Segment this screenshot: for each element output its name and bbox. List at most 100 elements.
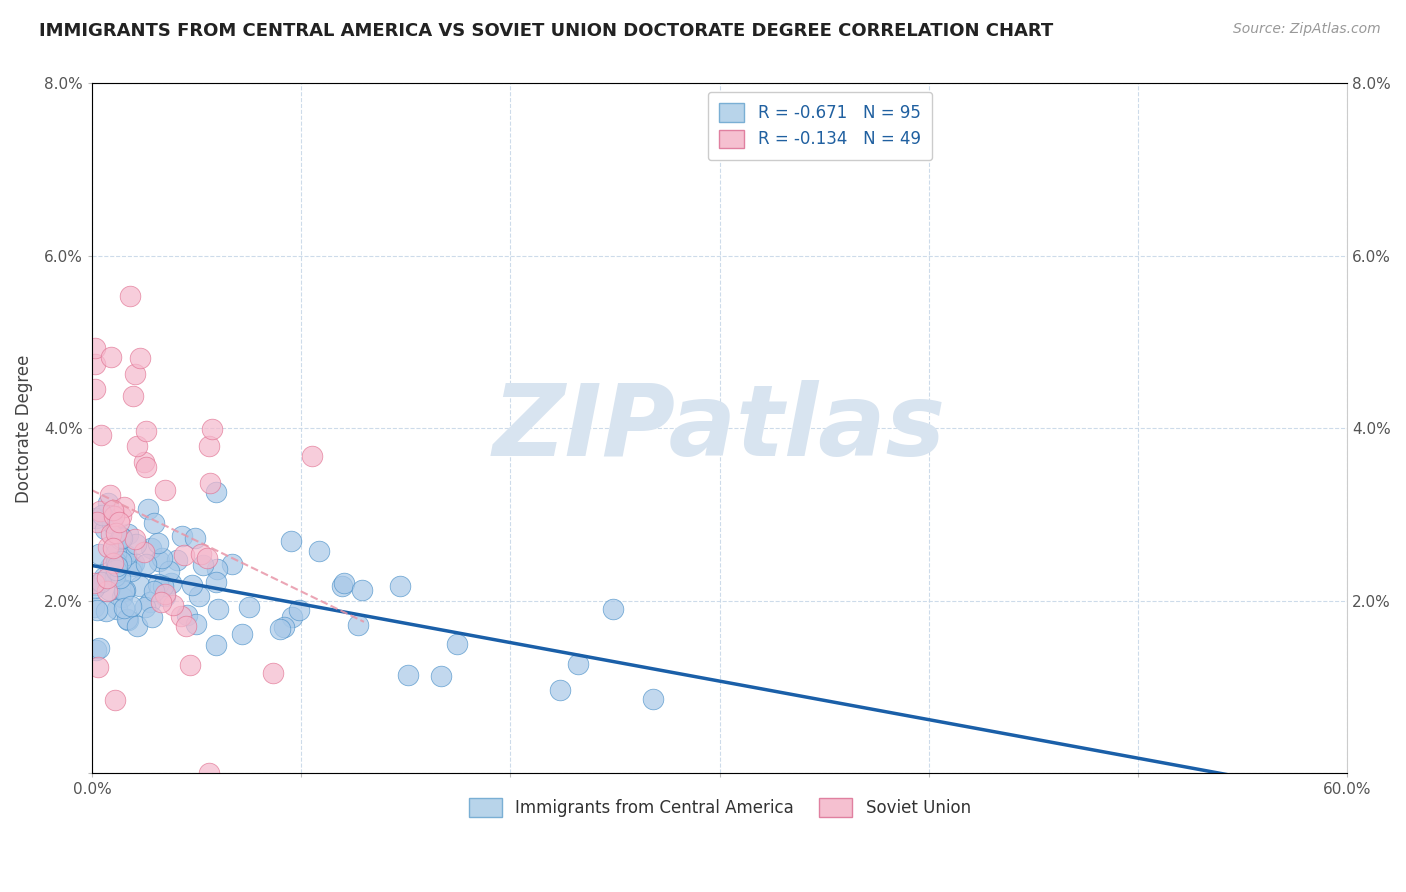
Point (333, 575, 356, 590)
Point (108, 532, 131, 546)
Text: IMMIGRANTS FROM CENTRAL AMERICA VS SOVIET UNION DOCTORATE DEGREE CORRELATION CHA: IMMIGRANTS FROM CENTRAL AMERICA VS SOVIE… (39, 22, 1053, 40)
Point (108, 515, 131, 529)
Point (124, 532, 146, 546)
Point (129, 579, 152, 593)
Point (205, 639, 228, 653)
Point (350, 582, 373, 597)
Point (238, 600, 260, 615)
Point (118, 289, 141, 303)
Point (91, 508, 114, 523)
Point (97, 540, 120, 554)
Point (179, 658, 201, 673)
Point (152, 578, 174, 592)
Point (105, 525, 128, 540)
Point (105, 555, 128, 569)
Point (100, 350, 122, 364)
Point (146, 536, 169, 550)
Point (96, 571, 118, 585)
Point (135, 424, 157, 438)
Point (273, 620, 295, 634)
Point (100, 516, 122, 530)
Point (97, 583, 120, 598)
Point (389, 579, 412, 593)
Text: Source: ZipAtlas.com: Source: ZipAtlas.com (1233, 22, 1381, 37)
Point (117, 612, 139, 626)
Point (132, 455, 155, 469)
Point (280, 609, 302, 624)
Point (198, 766, 221, 780)
Point (117, 526, 139, 541)
Point (104, 569, 127, 583)
Point (153, 589, 176, 603)
Point (120, 599, 142, 613)
Point (396, 668, 419, 682)
Point (100, 527, 122, 541)
Point (221, 558, 243, 572)
Point (98, 560, 121, 574)
Point (142, 516, 165, 530)
Point (125, 618, 148, 632)
Point (173, 548, 195, 562)
Point (112, 601, 135, 615)
Point (155, 483, 177, 497)
Point (198, 475, 221, 490)
Point (134, 599, 156, 614)
Point (141, 541, 163, 556)
Point (269, 622, 291, 636)
Point (121, 558, 143, 573)
Point (104, 546, 127, 560)
Point (111, 532, 134, 546)
Point (108, 571, 131, 585)
Point (195, 550, 218, 565)
Point (125, 536, 148, 550)
Point (101, 541, 124, 555)
Point (93, 570, 115, 584)
Point (176, 608, 198, 623)
Point (114, 582, 136, 597)
Point (197, 439, 219, 453)
Point (84, 357, 107, 371)
Point (567, 657, 589, 672)
Point (103, 508, 125, 523)
Point (94, 603, 117, 617)
Point (136, 502, 159, 516)
Point (201, 422, 224, 436)
Point (93, 522, 115, 536)
Legend: Immigrants from Central America, Soviet Union: Immigrants from Central America, Soviet … (461, 792, 977, 823)
Point (184, 531, 207, 545)
Point (193, 558, 215, 572)
Point (430, 669, 453, 683)
Point (446, 637, 468, 651)
Point (96, 584, 118, 599)
Point (115, 548, 138, 562)
Point (101, 556, 124, 570)
Point (347, 618, 370, 632)
Point (141, 610, 163, 624)
Point (641, 692, 664, 706)
Point (90, 574, 112, 589)
Point (160, 575, 183, 590)
Point (98, 487, 121, 501)
Point (104, 693, 127, 707)
Point (87, 641, 110, 656)
Point (190, 547, 212, 561)
Text: ZIPatlas: ZIPatlas (494, 380, 946, 477)
Point (330, 579, 353, 593)
Point (83, 576, 105, 591)
Point (89, 504, 111, 518)
Y-axis label: Doctorate Degree: Doctorate Degree (15, 354, 32, 502)
Point (166, 553, 188, 567)
Point (157, 564, 180, 578)
Point (112, 583, 135, 598)
Point (83, 600, 105, 615)
Point (112, 500, 135, 515)
Point (111, 590, 134, 604)
Point (602, 602, 624, 616)
Point (84, 577, 107, 591)
Point (148, 554, 170, 568)
Point (207, 562, 229, 576)
Point (101, 503, 124, 517)
Point (120, 564, 142, 578)
Point (105, 537, 128, 551)
Point (117, 613, 139, 627)
